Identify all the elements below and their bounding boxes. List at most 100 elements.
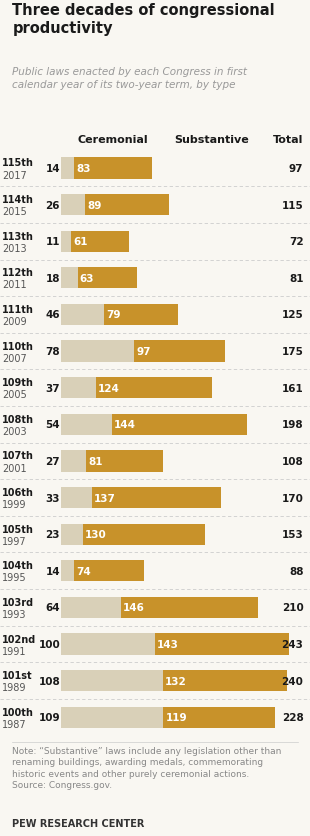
Text: 130: 130 xyxy=(85,529,106,539)
Text: 111th: 111th xyxy=(2,304,34,314)
Bar xyxy=(71,232,129,252)
Bar xyxy=(74,158,152,180)
Bar xyxy=(134,341,225,362)
Text: 89: 89 xyxy=(87,201,102,211)
Text: 114th: 114th xyxy=(2,195,34,205)
Text: 1999: 1999 xyxy=(2,500,26,509)
Text: 79: 79 xyxy=(106,310,121,320)
Text: 2013: 2013 xyxy=(2,243,26,253)
Text: PEW RESEARCH CENTER: PEW RESEARCH CENTER xyxy=(12,818,145,828)
Text: 108: 108 xyxy=(38,675,60,686)
Text: 100th: 100th xyxy=(2,707,34,717)
Text: Substantive: Substantive xyxy=(174,135,249,145)
Bar xyxy=(61,560,74,582)
Bar xyxy=(163,706,275,728)
Bar xyxy=(61,524,83,545)
Text: 144: 144 xyxy=(114,420,136,430)
Text: 115th: 115th xyxy=(2,158,34,168)
Text: 33: 33 xyxy=(46,493,60,503)
Text: 64: 64 xyxy=(46,603,60,613)
Text: 23: 23 xyxy=(46,529,60,539)
Text: 1989: 1989 xyxy=(2,682,26,692)
Text: 2011: 2011 xyxy=(2,280,26,290)
Bar xyxy=(61,195,86,216)
Text: 112th: 112th xyxy=(2,268,34,278)
Text: 102nd: 102nd xyxy=(2,634,36,644)
Text: 2007: 2007 xyxy=(2,354,27,363)
Text: 1991: 1991 xyxy=(2,646,26,655)
Text: 100: 100 xyxy=(38,640,60,650)
Text: 109th: 109th xyxy=(2,378,34,388)
Text: 137: 137 xyxy=(94,493,116,503)
Bar xyxy=(61,378,96,399)
Text: 81: 81 xyxy=(289,273,303,283)
Text: 11: 11 xyxy=(46,237,60,247)
Text: 198: 198 xyxy=(282,420,303,430)
Bar xyxy=(86,195,169,216)
Text: 240: 240 xyxy=(281,675,303,686)
Text: Ceremonial: Ceremonial xyxy=(78,135,148,145)
Text: 108: 108 xyxy=(282,456,303,466)
Text: 143: 143 xyxy=(157,640,179,650)
Bar xyxy=(112,414,247,436)
Text: 26: 26 xyxy=(46,201,60,211)
Bar xyxy=(162,670,286,691)
Text: 18: 18 xyxy=(46,273,60,283)
Text: Total: Total xyxy=(273,135,303,145)
Text: 124: 124 xyxy=(98,383,120,393)
Text: 132: 132 xyxy=(164,675,186,686)
Bar xyxy=(61,341,134,362)
Bar xyxy=(61,232,71,252)
Text: 14: 14 xyxy=(46,566,60,576)
Text: 1993: 1993 xyxy=(2,609,26,619)
Text: 2001: 2001 xyxy=(2,463,26,473)
Text: 113th: 113th xyxy=(2,232,34,242)
Text: 63: 63 xyxy=(80,273,94,283)
Text: 1995: 1995 xyxy=(2,573,26,583)
Text: 175: 175 xyxy=(281,347,303,357)
Text: 46: 46 xyxy=(46,310,60,320)
Text: 1987: 1987 xyxy=(2,719,26,729)
Bar xyxy=(61,487,92,508)
Text: Public laws enacted by each Congress in first
calendar year of its two-year term: Public laws enacted by each Congress in … xyxy=(12,67,247,90)
Text: 228: 228 xyxy=(282,712,303,722)
Text: 97: 97 xyxy=(136,347,151,357)
Text: 2009: 2009 xyxy=(2,317,26,327)
Bar xyxy=(74,560,144,582)
Text: 109: 109 xyxy=(38,712,60,722)
Bar xyxy=(61,158,74,180)
Bar xyxy=(78,268,137,289)
Text: 14: 14 xyxy=(46,164,60,174)
Text: 83: 83 xyxy=(76,164,91,174)
Text: 243: 243 xyxy=(281,640,303,650)
Text: 110th: 110th xyxy=(2,341,34,351)
Text: Three decades of congressional
productivity: Three decades of congressional productiv… xyxy=(12,3,275,35)
Bar xyxy=(61,597,121,619)
Text: 153: 153 xyxy=(282,529,303,539)
Bar xyxy=(61,268,78,289)
Text: 146: 146 xyxy=(123,603,145,613)
Text: 2015: 2015 xyxy=(2,207,27,217)
Text: 103rd: 103rd xyxy=(2,597,34,607)
Bar xyxy=(155,634,289,655)
Bar xyxy=(61,670,162,691)
Text: 106th: 106th xyxy=(2,487,34,497)
Text: 1997: 1997 xyxy=(2,536,26,546)
Bar xyxy=(104,304,179,326)
Text: 105th: 105th xyxy=(2,524,34,534)
Text: 108th: 108th xyxy=(2,415,34,425)
Text: 2017: 2017 xyxy=(2,171,27,181)
Text: 81: 81 xyxy=(88,456,103,466)
Text: 125: 125 xyxy=(282,310,303,320)
Text: 88: 88 xyxy=(289,566,303,576)
Text: 78: 78 xyxy=(46,347,60,357)
Bar xyxy=(61,706,163,728)
Text: 210: 210 xyxy=(282,603,303,613)
Text: 161: 161 xyxy=(282,383,303,393)
Text: 61: 61 xyxy=(73,237,88,247)
Text: 107th: 107th xyxy=(2,451,34,461)
Text: 2003: 2003 xyxy=(2,426,26,436)
Text: 72: 72 xyxy=(289,237,303,247)
Bar xyxy=(61,634,155,655)
Text: 119: 119 xyxy=(165,712,187,722)
